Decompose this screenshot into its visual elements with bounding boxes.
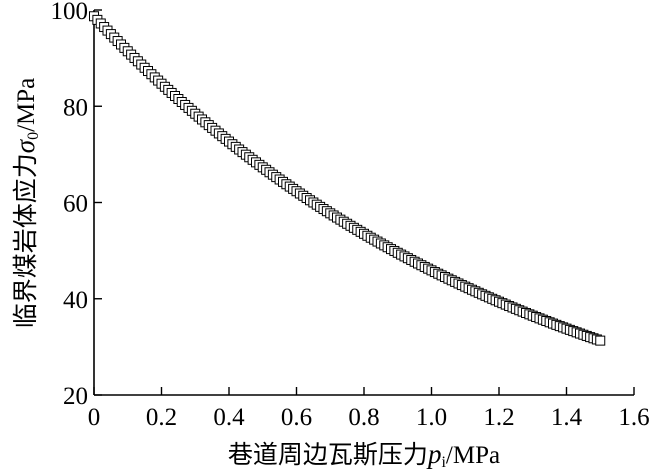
axes — [93, 10, 634, 396]
y-axis-title: 临界煤岩体应力σ0/MPa — [10, 78, 42, 329]
x-axis-title: 巷道周边瓦斯压力pi/MPa — [228, 439, 500, 471]
y-tick-label: 100 — [51, 0, 89, 25]
x-axis-unit: /MPa — [446, 442, 500, 469]
y-tick-label: 60 — [63, 191, 88, 218]
x-tick-label: 1.4 — [551, 404, 583, 431]
y-axis-subscript: 0 — [25, 132, 42, 140]
x-tick-label: 0.4 — [213, 404, 245, 431]
y-tick-label: 80 — [63, 94, 88, 121]
x-tick-label: 1.6 — [618, 404, 649, 431]
x-axis-subscript: i — [441, 454, 446, 471]
y-tick-label: 40 — [63, 287, 88, 314]
y-tick-label: 20 — [63, 383, 88, 410]
x-tick-label: 0 — [88, 404, 101, 431]
x-tick-label: 1.0 — [416, 404, 447, 431]
x-ticks: 0 0.2 0.4 0.6 0.8 1.0 1.2 1.4 1.6 — [88, 387, 650, 431]
x-tick-label: 1.2 — [483, 404, 514, 431]
x-axis-symbol: p — [426, 439, 442, 469]
y-axis-symbol: σ — [10, 138, 40, 153]
x-tick-label: 0.2 — [146, 404, 177, 431]
y-axis-title-main: 临界煤岩体应力 — [11, 153, 40, 328]
y-axis-unit: /MPa — [13, 78, 40, 132]
x-tick-label: 0.8 — [348, 404, 379, 431]
data-markers — [89, 11, 606, 346]
x-axis-title-main: 巷道周边瓦斯压力 — [228, 440, 428, 469]
data-point — [595, 335, 606, 346]
y-ticks: 20 40 60 80 100 — [51, 0, 102, 410]
x-tick-label: 0.6 — [281, 404, 312, 431]
